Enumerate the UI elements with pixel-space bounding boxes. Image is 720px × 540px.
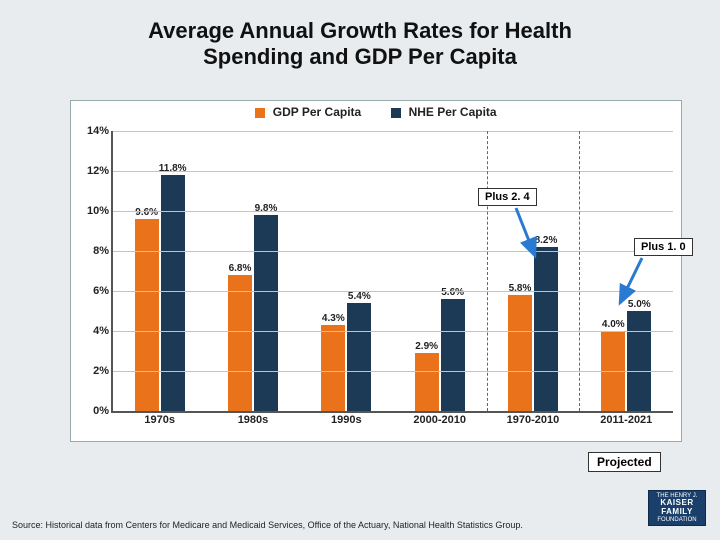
logo-line4: FOUNDATION [649,517,705,524]
slide: Average Annual Growth Rates for Health S… [0,0,720,540]
projected-label: Projected [588,452,661,472]
kff-logo: THE HENRY J. KAISER FAMILY FOUNDATION [648,490,706,526]
logo-line3: FAMILY [649,508,705,517]
source-text: Source: Historical data from Centers for… [12,520,523,530]
